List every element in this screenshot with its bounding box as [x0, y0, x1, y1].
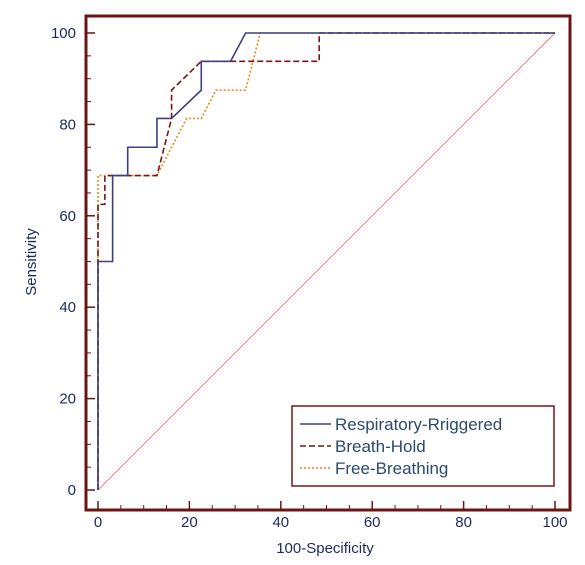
- x-tick-label: 80: [455, 514, 472, 531]
- series-line-respiratory-rriggered: [97, 32, 555, 490]
- y-tick-label: 100: [51, 25, 76, 42]
- y-tick-label: 40: [59, 299, 76, 316]
- y-tick-label: 20: [59, 391, 76, 408]
- x-tick-label: 100: [542, 514, 567, 531]
- y-tick-label: 80: [59, 116, 76, 133]
- legend-box: [291, 405, 555, 487]
- legend: Respiratory-Rriggered Breath-Hold Free-Bre…: [291, 405, 555, 487]
- x-axis-title: 100-Specificity: [276, 540, 374, 557]
- legend-label: Free-Breathing: [335, 459, 448, 478]
- x-tick-label: 60: [364, 514, 381, 531]
- x-tick-label: 40: [272, 514, 289, 531]
- y-tick-label: 60: [59, 208, 76, 225]
- series-line-breath-hold: [97, 32, 555, 490]
- x-tick-label: 0: [94, 514, 102, 531]
- legend-label: Respiratory-Rriggered: [335, 415, 502, 434]
- series-line-free-breathing: [97, 32, 555, 490]
- y-tick-label: 0: [68, 482, 76, 499]
- x-tick-label: 20: [181, 514, 198, 531]
- reference-diagonal-line: [97, 32, 556, 491]
- plot-frame: [84, 14, 572, 512]
- legend-label: Breath-Hold: [335, 437, 426, 456]
- y-axis-title: Sensitivity: [23, 228, 40, 296]
